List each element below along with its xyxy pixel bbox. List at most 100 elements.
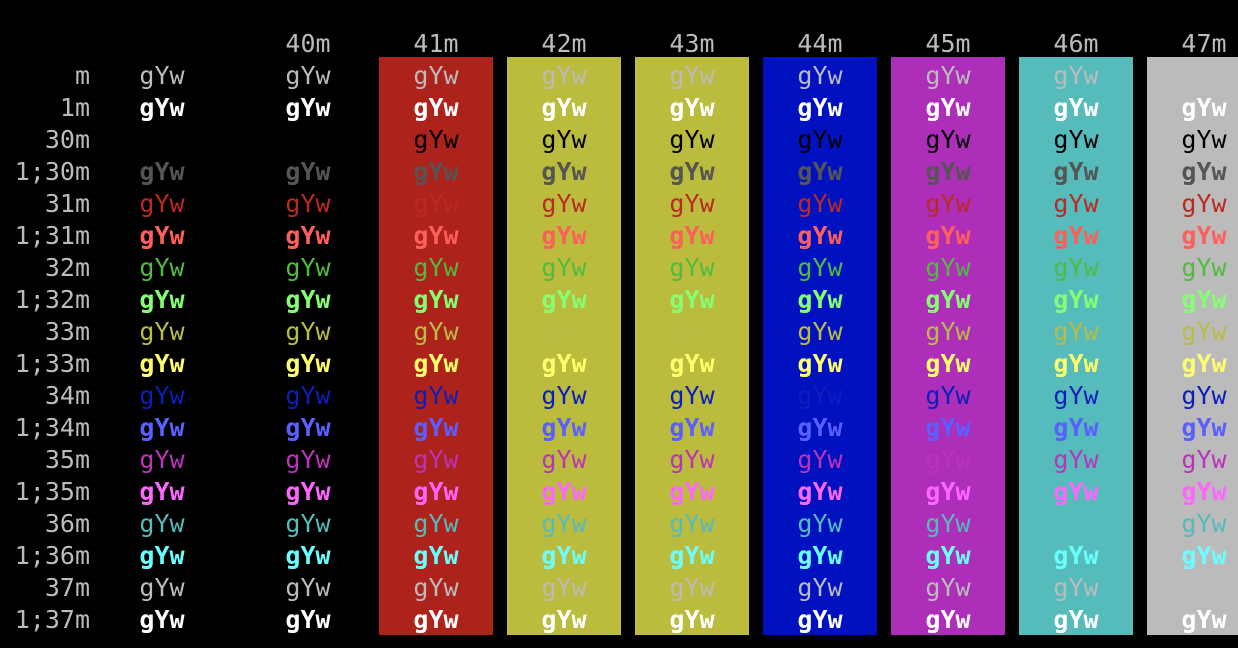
bg-code-header: 46m bbox=[1053, 29, 1099, 58]
color-sample-cell: gYw bbox=[139, 381, 185, 410]
bg-block-46m bbox=[1019, 57, 1133, 635]
color-sample-cell: gYw bbox=[541, 605, 587, 634]
color-sample-cell: gYw bbox=[139, 189, 185, 218]
color-sample-cell: gYw bbox=[541, 189, 587, 218]
color-sample-cell: gYw bbox=[1053, 541, 1099, 570]
color-sample-cell: gYw bbox=[285, 253, 331, 282]
color-sample-cell: gYw bbox=[925, 189, 971, 218]
color-sample-cell: gYw bbox=[925, 445, 971, 474]
color-sample-cell: gYw bbox=[541, 381, 587, 410]
color-sample-cell: gYw bbox=[541, 61, 587, 90]
color-sample-cell: gYw bbox=[797, 221, 843, 250]
color-sample-cell: gYw bbox=[797, 509, 843, 538]
fg-code-label: 30m bbox=[44, 125, 90, 154]
color-sample-cell: gYw bbox=[139, 125, 185, 154]
fg-code-label: 1;31m bbox=[14, 221, 90, 250]
color-sample-cell: gYw bbox=[541, 253, 587, 282]
color-sample-cell: gYw bbox=[1053, 477, 1099, 506]
color-sample-cell: gYw bbox=[797, 285, 843, 314]
fg-code-label: 1;33m bbox=[14, 349, 90, 378]
fg-code-label: 1;37m bbox=[14, 605, 90, 634]
color-sample-cell: gYw bbox=[669, 573, 715, 602]
color-sample-cell: gYw bbox=[1053, 573, 1099, 602]
bg-block-47m bbox=[1147, 57, 1238, 635]
fg-code-label: m bbox=[74, 61, 90, 90]
color-sample-cell: gYw bbox=[1053, 285, 1099, 314]
color-sample-cell: gYw bbox=[1181, 125, 1227, 154]
color-sample-cell: gYw bbox=[1053, 445, 1099, 474]
color-sample-cell: gYw bbox=[669, 381, 715, 410]
color-sample-cell: gYw bbox=[285, 157, 331, 186]
color-sample-cell: gYw bbox=[1053, 93, 1099, 122]
color-sample-cell: gYw bbox=[541, 157, 587, 186]
color-sample-cell: gYw bbox=[1181, 221, 1227, 250]
color-sample-cell: gYw bbox=[541, 317, 587, 346]
fg-code-label: 37m bbox=[44, 573, 90, 602]
color-sample-cell: gYw bbox=[1053, 381, 1099, 410]
color-sample-cell: gYw bbox=[285, 125, 331, 154]
color-sample-cell: gYw bbox=[139, 605, 185, 634]
fg-code-label: 31m bbox=[44, 189, 90, 218]
color-sample-cell: gYw bbox=[139, 253, 185, 282]
color-sample-cell: gYw bbox=[1181, 61, 1227, 90]
color-sample-cell: gYw bbox=[669, 605, 715, 634]
color-sample-cell: gYw bbox=[139, 477, 185, 506]
color-sample-cell: gYw bbox=[797, 317, 843, 346]
color-sample-cell: gYw bbox=[1181, 285, 1227, 314]
fg-code-label: 33m bbox=[44, 317, 90, 346]
color-sample-cell: gYw bbox=[139, 93, 185, 122]
bg-block-45m bbox=[891, 57, 1005, 635]
color-sample-cell: gYw bbox=[669, 157, 715, 186]
color-sample-cell: gYw bbox=[669, 445, 715, 474]
color-sample-cell: gYw bbox=[1181, 253, 1227, 282]
color-sample-cell: gYw bbox=[285, 445, 331, 474]
color-sample-cell: gYw bbox=[925, 93, 971, 122]
color-sample-cell: gYw bbox=[1181, 573, 1227, 602]
color-sample-cell: gYw bbox=[669, 349, 715, 378]
color-sample-cell: gYw bbox=[1181, 189, 1227, 218]
color-sample-cell: gYw bbox=[669, 477, 715, 506]
fg-code-label: 32m bbox=[44, 253, 90, 282]
color-sample-cell: gYw bbox=[413, 93, 459, 122]
color-sample-cell: gYw bbox=[285, 285, 331, 314]
bg-code-header: 44m bbox=[797, 29, 843, 58]
color-sample-cell: gYw bbox=[541, 93, 587, 122]
color-sample-cell: gYw bbox=[541, 573, 587, 602]
color-sample-cell: gYw bbox=[285, 573, 331, 602]
bg-code-header: 40m bbox=[285, 29, 331, 58]
color-sample-cell: gYw bbox=[669, 541, 715, 570]
color-sample-cell: gYw bbox=[669, 125, 715, 154]
color-sample-cell: gYw bbox=[1181, 605, 1227, 634]
fg-code-label: 1;36m bbox=[14, 541, 90, 570]
bg-code-header: 45m bbox=[925, 29, 971, 58]
color-sample-cell: gYw bbox=[413, 317, 459, 346]
color-sample-cell: gYw bbox=[139, 573, 185, 602]
color-sample-cell: gYw bbox=[797, 253, 843, 282]
color-sample-cell: gYw bbox=[285, 413, 331, 442]
color-sample-cell: gYw bbox=[797, 157, 843, 186]
color-sample-cell: gYw bbox=[139, 157, 185, 186]
color-sample-cell: gYw bbox=[541, 445, 587, 474]
color-sample-cell: gYw bbox=[1181, 413, 1227, 442]
color-sample-cell: gYw bbox=[1053, 221, 1099, 250]
color-sample-cell: gYw bbox=[413, 509, 459, 538]
color-sample-cell: gYw bbox=[797, 477, 843, 506]
color-sample-cell: gYw bbox=[797, 381, 843, 410]
color-sample-cell: gYw bbox=[285, 93, 331, 122]
color-sample-cell: gYw bbox=[413, 285, 459, 314]
fg-code-label: 1m bbox=[59, 93, 90, 122]
bg-block-43m bbox=[635, 57, 749, 635]
bg-code-header: 43m bbox=[669, 29, 715, 58]
bg-block-44m bbox=[763, 57, 877, 635]
color-sample-cell: gYw bbox=[925, 285, 971, 314]
color-sample-cell: gYw bbox=[1053, 125, 1099, 154]
color-sample-cell: gYw bbox=[669, 61, 715, 90]
color-sample-cell: gYw bbox=[1181, 349, 1227, 378]
color-sample-cell: gYw bbox=[285, 221, 331, 250]
color-sample-cell: gYw bbox=[413, 381, 459, 410]
color-sample-cell: gYw bbox=[413, 605, 459, 634]
color-sample-cell: gYw bbox=[1181, 93, 1227, 122]
color-sample-cell: gYw bbox=[797, 413, 843, 442]
color-sample-cell: gYw bbox=[1181, 445, 1227, 474]
